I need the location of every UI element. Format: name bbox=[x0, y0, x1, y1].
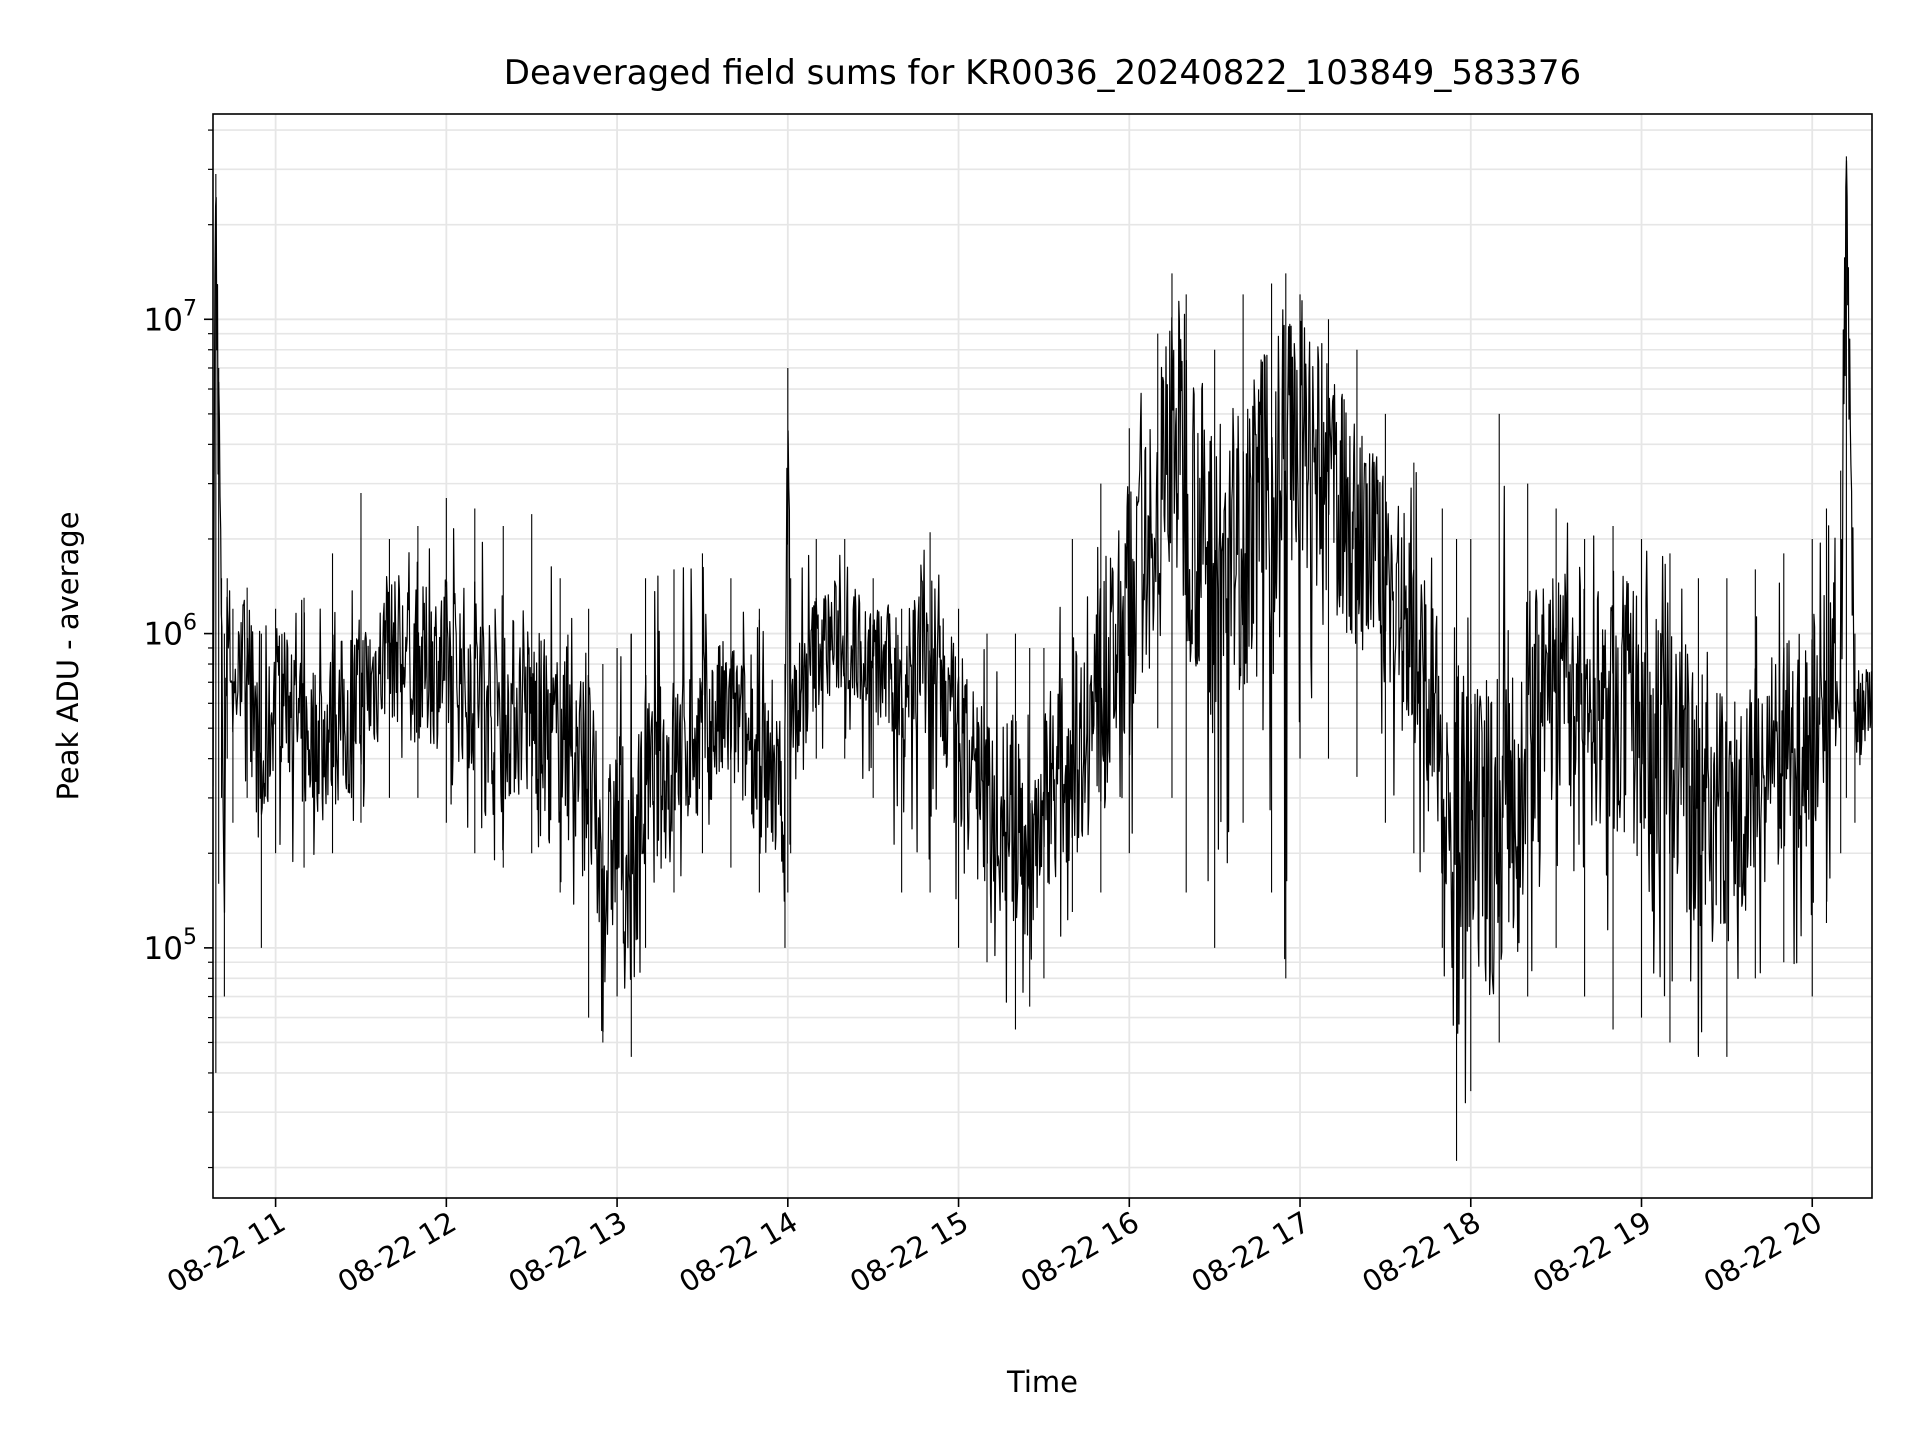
y-tick-label-base: 10 bbox=[144, 617, 183, 653]
y-tick-label-base: 10 bbox=[144, 931, 183, 967]
y-axis-label: Peak ADU - average bbox=[51, 511, 85, 800]
data-series bbox=[213, 156, 1872, 1161]
y-tick-label-exponent: 6 bbox=[183, 611, 197, 636]
y-tick-label: 106 bbox=[144, 611, 197, 653]
plot-frame bbox=[212, 113, 1873, 1199]
y-tick-label-exponent: 7 bbox=[183, 296, 197, 321]
chart-title: Deaveraged field sums for KR0036_2024082… bbox=[504, 53, 1581, 93]
y-tick-label: 107 bbox=[144, 296, 197, 338]
y-tick-label-exponent: 5 bbox=[183, 925, 197, 950]
x-axis-label: Time bbox=[1006, 1365, 1078, 1399]
y-tick-label: 105 bbox=[144, 925, 197, 967]
series-line bbox=[213, 160, 1872, 1104]
y-tick-label-base: 10 bbox=[144, 302, 183, 338]
